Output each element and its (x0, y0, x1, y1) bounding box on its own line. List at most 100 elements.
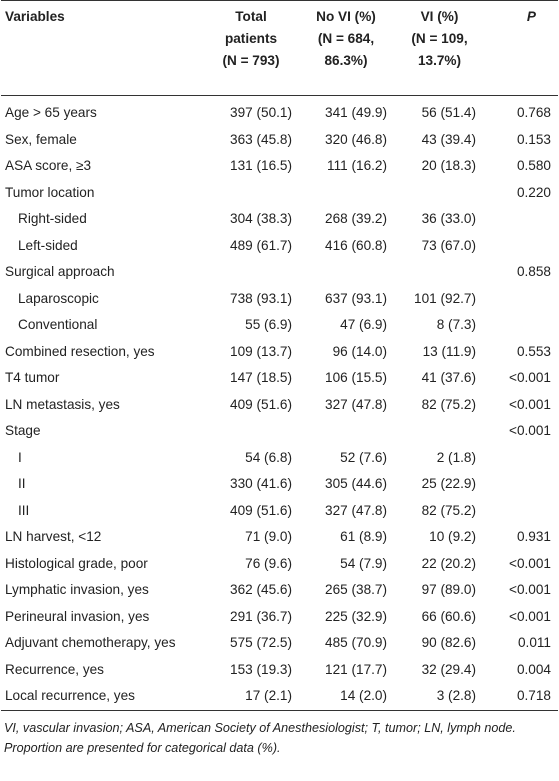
cell-variable: LN metastasis, yes (5, 396, 120, 412)
table-row: LN metastasis, yes 409 (51.6) 327 (47.8) 82… (1, 392, 558, 419)
cell-p-value: <0.001 (509, 608, 551, 624)
cell-vi: 82 (75.2) (421, 502, 476, 518)
table-row: Sex, female 363 (45.8) 320 (46.8) 43 (39.4)… (1, 127, 558, 154)
cell-vi: 56 (51.4) (421, 105, 476, 120)
cell-p-value: 0.011 (517, 635, 551, 650)
cell-vi: 36 (33.0) (421, 211, 476, 226)
cell-vi: 22 (20.2) (421, 555, 476, 571)
cell-no-vi: 320 (46.8) (325, 131, 387, 147)
footnote-proportions: Proportion are presented for categorical… (4, 740, 281, 755)
table-footnotes: VI, vascular invasion; ASA, American Soc… (4, 718, 552, 758)
cell-no-vi: 327 (47.8) (325, 396, 387, 412)
table-row: Recurrence, yes 153 (19.3) 121 (17.7) 32 (2… (1, 657, 558, 684)
cell-vi: 73 (67.0) (421, 237, 476, 253)
cell-no-vi: 47 (6.9) (340, 317, 387, 332)
cell-total: 409 (51.6) (230, 502, 292, 518)
cell-variable: Adjuvant chemotherapy, yes (5, 635, 176, 650)
header-p-value: P (484, 0, 558, 96)
cell-total: 17 (2.1) (205, 683, 297, 711)
cell-variable: Conventional (18, 317, 98, 332)
table-row: Tumor location 0.220 (1, 180, 558, 207)
cell-variable: Recurrence, yes (5, 661, 104, 677)
table-row: ASA score, ≥3 131 (16.5) 111 (16.2) 20 (18.… (1, 153, 558, 180)
table-row: T4 tumor 147 (18.5) 106 (15.5) 41 (37.6) <0.… (1, 365, 558, 392)
cell-vi: 20 (18.3) (421, 158, 476, 173)
cell-total: 131 (16.5) (230, 158, 292, 173)
table-row: III 409 (51.6) 327 (47.8) 82 (75.2) (1, 498, 558, 525)
cell-variable: Surgical approach (5, 264, 115, 279)
cell-vi: 8 (7.3) (436, 317, 476, 332)
cell-no-vi: 225 (32.9) (325, 608, 387, 624)
cell-no-vi: 61 (8.9) (340, 529, 387, 544)
cell-variable: Tumor location (5, 184, 95, 200)
cell-total: 304 (38.3) (230, 211, 292, 226)
cell-vi: 66 (60.6) (421, 608, 476, 624)
cell-no-vi: 96 (14.0) (332, 343, 387, 359)
cell-total: 54 (6.8) (245, 449, 292, 465)
cell-variable: Perineural invasion, yes (5, 608, 150, 624)
table-body: Age > 65 years 397 (50.1) 341 (49.9) 56 (51… (1, 96, 558, 711)
cell-vi: 13 (11.9) (422, 343, 476, 359)
cell-total: 738 (93.1) (230, 290, 292, 306)
cell-variable: Stage (5, 423, 41, 438)
cell-variable: Lymphatic invasion, yes (5, 582, 149, 597)
cell-total: 330 (41.6) (230, 476, 292, 491)
cell-variable: III (18, 502, 30, 518)
cell-no-vi: 485 (70.9) (325, 635, 387, 650)
header-no-vi-line: 86.3%) (324, 53, 368, 68)
header-total-line: Total (235, 9, 267, 24)
cell-p-value (484, 286, 558, 313)
data-table: Variables Total patients (N = 793) No VI… (1, 0, 558, 711)
cell-no-vi: 54 (7.9) (340, 555, 387, 571)
cell-total: 362 (45.6) (230, 582, 292, 597)
cell-total: 153 (19.3) (230, 661, 292, 677)
cell-vi (395, 418, 484, 445)
cell-no-vi: 14 (2.0) (297, 683, 395, 711)
cell-vi: 97 (89.0) (421, 582, 476, 597)
cell-p-value: 0.931 (516, 529, 551, 544)
cell-total: 575 (72.5) (230, 635, 292, 650)
cell-p-value (484, 312, 558, 339)
header-no-vi-line: No VI (%) (316, 9, 376, 24)
table-row: Conventional 55 (6.9) 47 (6.9) 8 (7.3) (1, 312, 558, 339)
cell-total: 363 (45.8) (230, 131, 292, 147)
cell-no-vi (297, 259, 395, 286)
cell-total (205, 180, 297, 207)
cell-no-vi: 305 (44.6) (325, 476, 387, 491)
cell-vi: 101 (92.7) (414, 290, 476, 306)
cell-vi: 32 (29.4) (421, 661, 476, 677)
header-total-line: (N = 793) (222, 53, 280, 68)
cell-variable: Left-sided (18, 237, 78, 253)
cell-no-vi: 106 (15.5) (325, 370, 387, 385)
cell-p-value (484, 498, 558, 525)
cell-no-vi: 121 (17.7) (325, 661, 387, 677)
cell-variable: II (18, 476, 26, 491)
cell-p-value: <0.001 (509, 423, 551, 438)
cell-no-vi: 268 (39.2) (325, 211, 387, 226)
cell-no-vi: 265 (38.7) (325, 582, 387, 597)
cell-total: 71 (9.0) (245, 529, 292, 544)
cell-variable: Combined resection, yes (5, 343, 155, 359)
cell-no-vi: 52 (7.6) (340, 449, 387, 465)
cell-vi: 90 (82.6) (421, 635, 476, 650)
header-row: Variables Total patients (N = 793) No VI… (1, 0, 558, 96)
cell-vi (395, 259, 484, 286)
header-no-vi-line: (N = 684, (317, 31, 375, 46)
header-vi-line: (N = 109, (411, 31, 468, 46)
header-no-vi: No VI (%) (N = 684, 86.3%) (297, 0, 395, 96)
cell-p-value: 0.220 (516, 184, 551, 200)
cell-no-vi: 637 (93.1) (325, 290, 387, 306)
cell-total: 409 (51.6) (230, 396, 292, 412)
table-row: Stage <0.001 (1, 418, 558, 445)
cell-no-vi: 327 (47.8) (325, 502, 387, 518)
cell-total: 76 (9.6) (245, 555, 292, 571)
cell-variable: LN harvest, <12 (5, 529, 102, 544)
header-total-line: patients (224, 31, 278, 46)
header-vi: VI (%) (N = 109, 13.7%) (395, 0, 484, 96)
cell-total: 147 (18.5) (230, 370, 292, 385)
table-row: LN harvest, <12 71 (9.0) 61 (8.9) 10 (9.2) 0… (1, 524, 558, 551)
header-vi-line: VI (%) (420, 9, 459, 24)
cell-p-value: <0.001 (509, 582, 551, 597)
cell-vi: 25 (22.9) (421, 476, 476, 491)
cell-vi: 43 (39.4) (421, 131, 476, 147)
